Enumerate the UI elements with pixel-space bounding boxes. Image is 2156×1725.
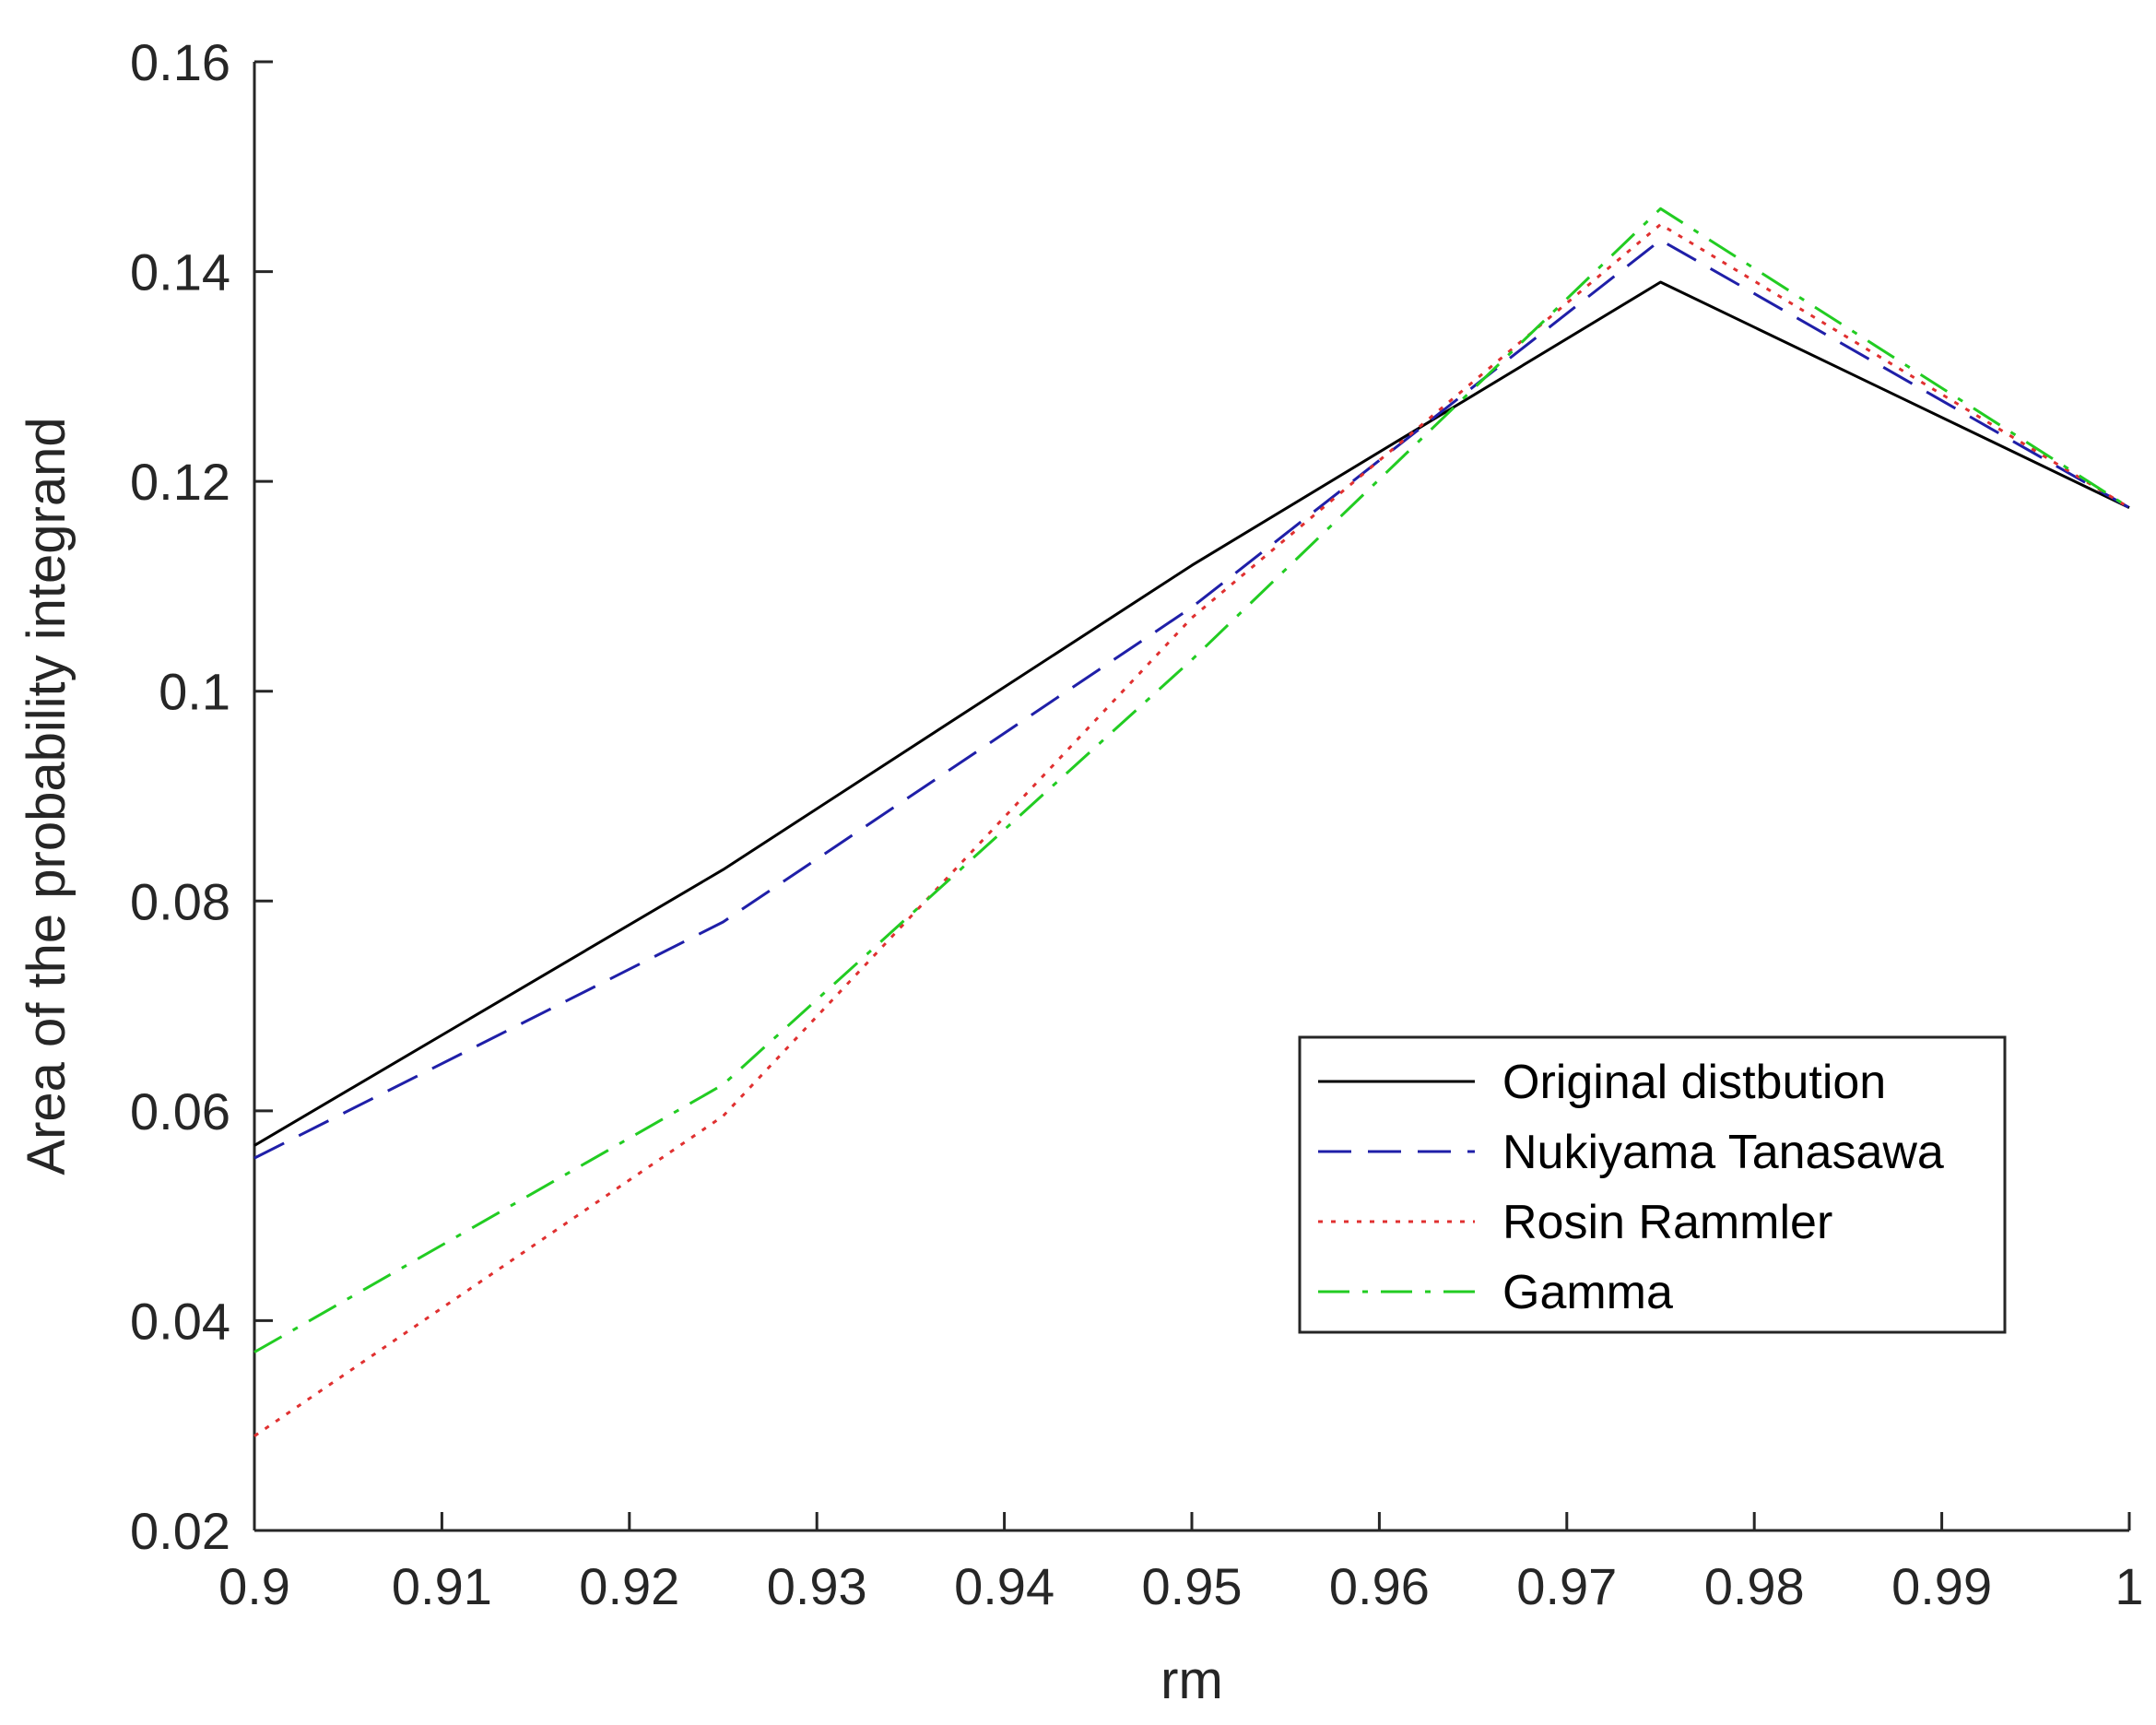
axes: 0.9 0.91 0.92 0.93 0.94 0.95 0.96 0.97 0.98 0.99 1… bbox=[130, 33, 2144, 1615]
x-tick-label: 0.96 bbox=[1329, 1557, 1430, 1615]
series-line-nukiyama-tanasawa bbox=[253, 238, 2130, 1160]
y-axis-title: Area of the probability integrand bbox=[17, 417, 77, 1175]
x-tick-label: 0.91 bbox=[392, 1557, 492, 1615]
legend-label: Rosin Rammler bbox=[1502, 1196, 1832, 1249]
x-tick-label: 1 bbox=[2115, 1557, 2143, 1615]
series-lines bbox=[253, 207, 2130, 1437]
y-tick-label: 0.06 bbox=[130, 1082, 230, 1140]
y-tick-label: 0.16 bbox=[130, 33, 230, 91]
y-tick-label: 0.04 bbox=[130, 1292, 230, 1350]
x-tick-label: 0.97 bbox=[1516, 1557, 1617, 1615]
x-tick-label: 0.94 bbox=[954, 1557, 1054, 1615]
legend-box bbox=[1298, 1035, 2007, 1334]
x-tick-label: 0.95 bbox=[1142, 1557, 1243, 1615]
series-line-gamma bbox=[253, 207, 2130, 1353]
legend-label: Original distbution bbox=[1502, 1056, 1886, 1109]
series-line-original-distbution bbox=[253, 280, 2130, 1147]
y-tick-label: 0.02 bbox=[130, 1502, 230, 1560]
y-tick-label: 0.12 bbox=[130, 453, 230, 511]
y-tick-label: 0.08 bbox=[130, 872, 230, 930]
x-tick-label: 0.98 bbox=[1704, 1557, 1805, 1615]
x-tick-label: 0.93 bbox=[767, 1557, 867, 1615]
x-tick-label: 0.92 bbox=[579, 1557, 679, 1615]
x-tick-label: 0.9 bbox=[218, 1557, 290, 1615]
legend-label: Gamma bbox=[1502, 1266, 1673, 1319]
y-tick-label: 0.1 bbox=[159, 663, 230, 721]
x-tick-label: 0.99 bbox=[1891, 1557, 1992, 1615]
series-line-rosin-rammler bbox=[253, 222, 2130, 1437]
legend: Original distbution Nukiyama Tanasawa Rosi… bbox=[1298, 1035, 2007, 1334]
y-tick-label: 0.14 bbox=[130, 243, 230, 301]
x-axis-title: rm bbox=[1160, 1650, 1223, 1710]
legend-label: Nukiyama Tanasawa bbox=[1502, 1126, 1944, 1179]
